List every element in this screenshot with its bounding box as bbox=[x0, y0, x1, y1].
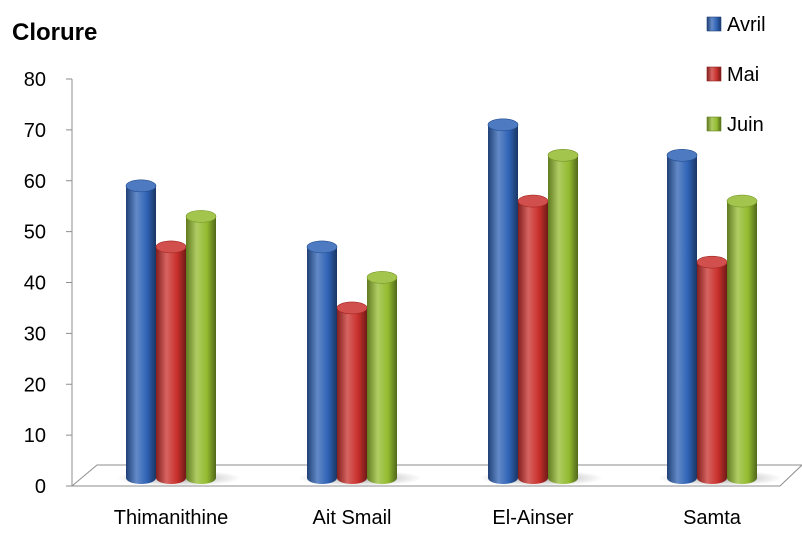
legend-label: Mai bbox=[727, 64, 759, 86]
y-axis: 0 10 20 30 40 50 60 70 80 bbox=[24, 69, 73, 498]
y-tick-label: 40 bbox=[24, 273, 46, 295]
x-tick-label: El-Ainser bbox=[492, 507, 573, 529]
bar-body bbox=[337, 307, 367, 484]
bar-cap bbox=[366, 271, 398, 284]
bar-body bbox=[518, 201, 548, 484]
bars bbox=[117, 118, 782, 486]
x-tick-label: Thimanithine bbox=[114, 507, 229, 529]
bar-cap bbox=[336, 301, 368, 315]
y-tick-label: 0 bbox=[35, 476, 46, 498]
bar-body bbox=[367, 277, 397, 484]
bar-body bbox=[667, 155, 697, 484]
bar-juin-ait-smail bbox=[366, 271, 398, 484]
bar-cap bbox=[155, 240, 187, 254]
bar-cap bbox=[487, 118, 519, 132]
legend-label: Avril bbox=[727, 14, 766, 36]
y-tick-label: 20 bbox=[24, 374, 46, 396]
bar-mai-el-ainser bbox=[517, 194, 549, 484]
bar-cap bbox=[666, 149, 698, 162]
bar-mai-samta bbox=[696, 255, 728, 484]
bar-juin-el-ainser bbox=[547, 149, 579, 484]
legend: Avril Mai Juin bbox=[706, 14, 766, 136]
bar-cap bbox=[517, 194, 549, 208]
legend-item-mai: Mai bbox=[706, 64, 759, 86]
bar-body bbox=[186, 216, 216, 485]
bar-cap bbox=[696, 255, 728, 269]
floor-plane bbox=[70, 464, 802, 487]
y-tick-label: 60 bbox=[24, 171, 46, 193]
legend-item-avril: Avril bbox=[706, 14, 766, 36]
bar-body bbox=[548, 155, 578, 484]
bar-cap bbox=[306, 240, 338, 254]
legend-swatch bbox=[706, 116, 722, 132]
bar-cap bbox=[726, 194, 758, 208]
bar-body bbox=[307, 246, 337, 484]
bar-body bbox=[488, 124, 518, 484]
y-tick-label: 30 bbox=[24, 323, 46, 345]
legend-item-juin: Juin bbox=[706, 114, 764, 136]
bar-body bbox=[727, 201, 757, 484]
y-tick-label: 80 bbox=[24, 69, 46, 91]
legend-swatch bbox=[706, 16, 722, 32]
bar-avril-ait-smail bbox=[306, 240, 338, 484]
bar-avril-thimanithine bbox=[125, 179, 157, 484]
chart-title: Clorure bbox=[12, 19, 97, 46]
bar-avril-el-ainser bbox=[487, 118, 519, 484]
chart-floor bbox=[70, 464, 802, 487]
y-tick-label: 70 bbox=[24, 120, 46, 142]
bar-body bbox=[697, 262, 727, 484]
bar-body bbox=[156, 246, 186, 484]
y-tick-label: 50 bbox=[24, 222, 46, 244]
bar-cap bbox=[185, 210, 217, 223]
bar-avril-samta bbox=[666, 149, 698, 484]
x-axis: Thimanithine Ait Smail El-Ainser Samta bbox=[114, 507, 742, 529]
bar-cap bbox=[547, 149, 579, 162]
y-tick-label: 10 bbox=[24, 425, 46, 447]
bar-cap bbox=[125, 179, 157, 193]
x-tick-label: Samta bbox=[683, 507, 742, 529]
bar-mai-thimanithine bbox=[155, 240, 187, 484]
x-tick-label: Ait Smail bbox=[313, 507, 392, 529]
bar-body bbox=[126, 185, 156, 484]
legend-label: Juin bbox=[727, 114, 764, 136]
bar-juin-thimanithine bbox=[185, 210, 217, 485]
bar-juin-samta bbox=[726, 194, 758, 484]
legend-swatch bbox=[706, 66, 722, 82]
bar-mai-ait-smail bbox=[336, 301, 368, 484]
